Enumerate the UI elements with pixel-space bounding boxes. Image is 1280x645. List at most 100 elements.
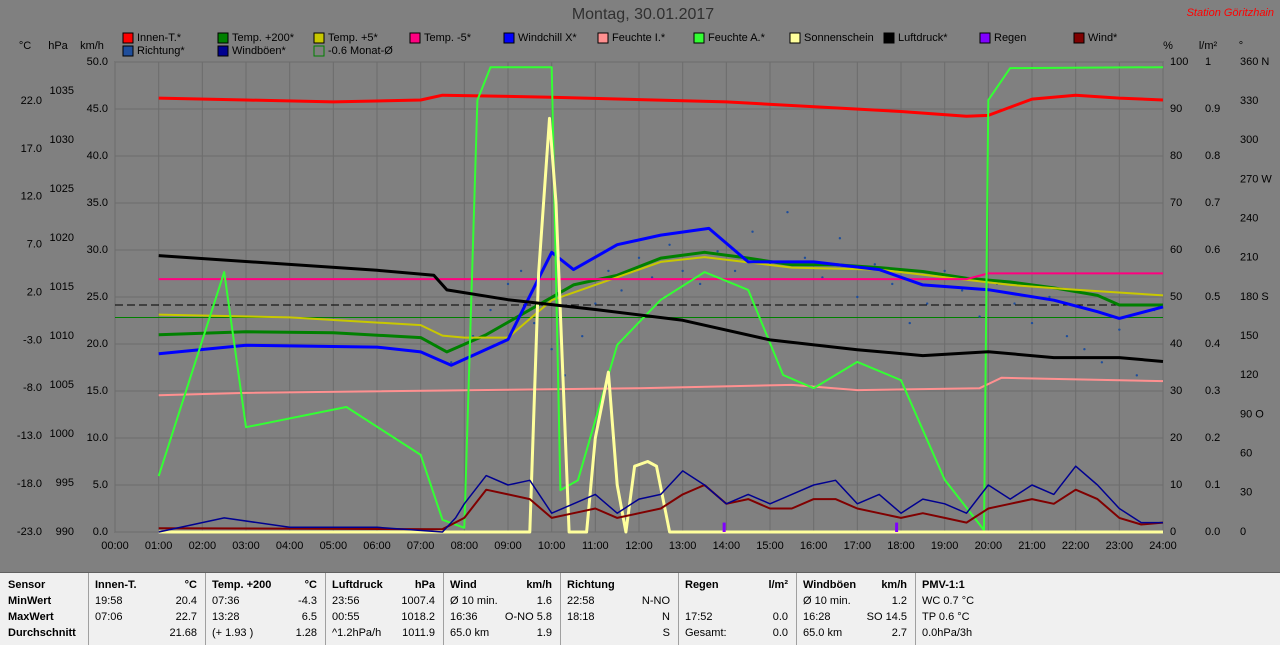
axis-title: l/m² (1199, 40, 1218, 52)
y-tick-label: 0.6 (1205, 244, 1220, 256)
column-unit: km/h (881, 579, 907, 591)
x-tick-label: 20:00 (975, 540, 1003, 552)
direction-dot (550, 348, 553, 351)
series-line (158, 116, 1163, 534)
cell-right: 21.68 (169, 627, 197, 639)
cell-left: 22:58 (567, 595, 595, 607)
series-line (158, 376, 1164, 397)
y-tick-label: 17.0 (21, 143, 42, 155)
cell-right: 1018.2 (401, 611, 435, 623)
legend-label: Temp. +200* (232, 32, 295, 44)
y-tick-label: 20 (1170, 432, 1182, 444)
legend-label: -0.6 Monat-Ø (328, 45, 393, 57)
column-title: Wind (450, 579, 477, 591)
cell-left: Ø 10 min. (803, 595, 851, 607)
station-label: Station Göritzhain (1187, 7, 1274, 19)
row-label: Sensor (8, 579, 46, 591)
legend-label: Regen (994, 32, 1026, 44)
direction-dot (716, 250, 719, 253)
legend-swatch (313, 45, 325, 57)
y-tick-label: 60 (1170, 244, 1182, 256)
row-label: MinWert (8, 595, 52, 607)
y-tick-label: 0.9 (1205, 103, 1220, 115)
cell-left: 19:58 (95, 595, 123, 607)
column-unit: hPa (414, 579, 435, 591)
y-tick-label: 10 (1170, 479, 1182, 491)
direction-dot (960, 289, 964, 292)
row-label: Durchschnitt (8, 627, 76, 639)
series-line (158, 250, 1163, 354)
column-title: Innen-T. (95, 579, 137, 591)
cell-right: 1.6 (536, 595, 552, 607)
series-line (158, 254, 1164, 363)
y-tick-label: 0.5 (1205, 291, 1220, 303)
direction-dot (908, 321, 911, 325)
legend-swatch (313, 32, 325, 44)
direction-dot (1083, 348, 1086, 351)
column-title: Regen (685, 579, 719, 591)
column-title: Windböen (803, 579, 857, 591)
y-tick-label: 330 (1240, 95, 1258, 107)
x-tick-label: 05:00 (320, 540, 348, 552)
cell-right: O-NO 5.8 (504, 611, 552, 623)
y-tick-label: 25.0 (87, 291, 108, 303)
y-tick-label: 0.7 (1205, 197, 1220, 209)
column-unit: km/h (526, 579, 552, 591)
cell-left: 07:36 (212, 595, 240, 607)
y-tick-label: 7.0 (27, 239, 42, 251)
column-title: PMV-1:1 (922, 579, 965, 591)
legend-swatch (597, 32, 609, 44)
cell-left: 07:06 (95, 611, 123, 623)
cell-right: 1007.4 (401, 595, 435, 607)
column-title: Richtung (567, 579, 615, 591)
y-tick-label: 1005 (50, 379, 74, 391)
y-tick-label: 30.0 (87, 244, 108, 256)
y-tick-label: 1025 (50, 183, 74, 195)
cell-left: (+ 1.93 ) (212, 627, 254, 639)
direction-dot (891, 282, 894, 286)
y-tick-label: 1000 (50, 428, 74, 440)
x-tick-label: 01:00 (145, 540, 173, 552)
y-tick-label: 20.0 (87, 338, 108, 350)
cell-right: N (662, 611, 670, 623)
direction-dot (681, 269, 684, 273)
y-tick-label: 0.0 (93, 526, 108, 538)
direction-dot (873, 263, 876, 266)
axis-title: km/h (80, 40, 104, 52)
legend-swatch (503, 32, 515, 44)
legend-swatch (122, 45, 134, 57)
y-tick-label: 0.1 (1205, 479, 1220, 491)
y-tick-label: 22.0 (21, 95, 42, 107)
y-tick-label: -18.0 (17, 478, 42, 490)
y-tick-label: 12.0 (21, 191, 42, 203)
legend-swatch (217, 32, 229, 44)
x-tick-label: 22:00 (1062, 540, 1090, 552)
x-tick-label: 16:00 (800, 540, 828, 552)
y-tick-label: 0 (1240, 526, 1246, 538)
y-tick-label: 2.0 (27, 286, 42, 298)
table-column: Richtung 22:58 N-NO 18:18 N S (560, 573, 678, 645)
x-tick-label: 08:00 (451, 540, 479, 552)
cell-right: S (662, 627, 670, 639)
cell-left: 16:28 (803, 611, 831, 623)
cell-right: 1011.9 (402, 627, 435, 639)
direction-dot (1118, 328, 1121, 331)
rain-bar (895, 522, 899, 532)
y-tick-label: 5.0 (93, 479, 108, 491)
cell-left: TP 0.6 °C (922, 611, 970, 623)
direction-dot (594, 302, 597, 305)
direction-dot (1030, 321, 1034, 325)
y-tick-label: 50.0 (87, 56, 108, 68)
column-unit: °C (184, 579, 197, 591)
direction-dot (450, 361, 453, 364)
direction-dot (650, 276, 654, 279)
y-tick-label: -3.0 (23, 334, 42, 346)
direction-dot (978, 315, 981, 318)
y-tick-label: 1035 (50, 85, 74, 97)
cell-right: 2.7 (891, 627, 907, 639)
direction-dot (698, 282, 702, 286)
cell-right: 20.4 (175, 595, 197, 607)
axis-title: ° (1239, 40, 1243, 52)
legend-swatch (409, 32, 421, 44)
y-tick-label: 990 (56, 526, 74, 538)
